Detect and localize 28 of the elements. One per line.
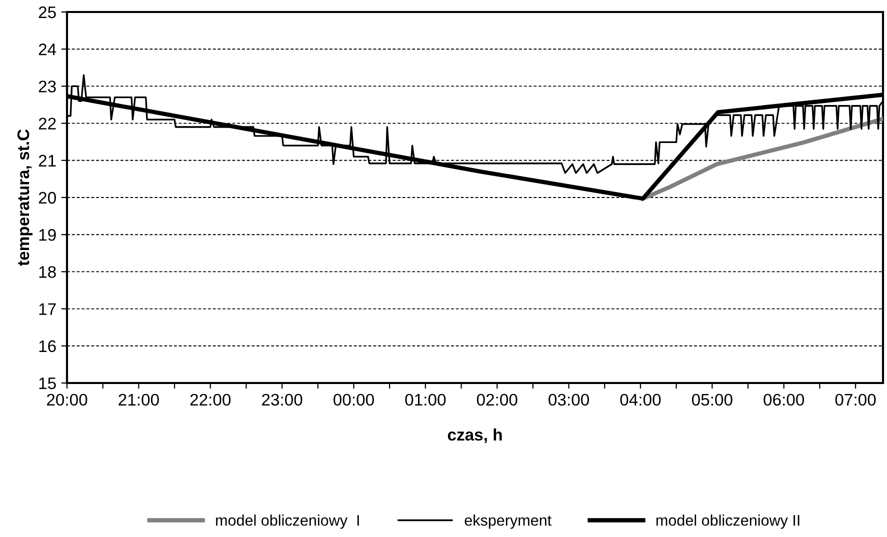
x-tick-label: 00:00 (334, 394, 374, 406)
y-tick-label: 17 (39, 303, 56, 315)
x-tick-label: 03:00 (548, 394, 589, 406)
y-tick-label: 16 (39, 340, 56, 352)
x-tick-label: 07:00 (835, 394, 876, 406)
y-tick-label: 18 (39, 266, 56, 278)
legend-label: model obliczeniowy I (216, 514, 359, 529)
y-tick-label: 25 (38, 6, 56, 18)
x-tick-label: 23:00 (262, 394, 302, 406)
x-tick-label: 06:00 (764, 394, 804, 406)
x-tick-label: 02:00 (476, 394, 518, 406)
y-tick-label: 22 (38, 118, 56, 130)
x-tick-label: 01:00 (405, 394, 446, 406)
legend-label: eksperyment (464, 514, 552, 529)
y-axis-title: temperatura, st.C (17, 129, 32, 266)
legend-label: model obliczeniowy II (656, 514, 800, 529)
x-tick-label: 20:00 (46, 394, 88, 406)
y-tick-label: 20 (38, 192, 56, 204)
x-tick-label: 22:00 (190, 394, 231, 406)
y-tick-label: 24 (38, 44, 56, 56)
y-tick-label: 19 (39, 229, 56, 241)
x-axis-title: czas, h (448, 428, 502, 444)
x-tick-label: 21:00 (118, 394, 159, 406)
x-tick-label: 04:00 (620, 394, 661, 406)
y-tick-label: 23 (38, 80, 56, 92)
y-tick-label: 21 (38, 154, 56, 166)
x-tick-label: 05:00 (692, 394, 732, 406)
y-tick-label: 15 (39, 378, 56, 390)
